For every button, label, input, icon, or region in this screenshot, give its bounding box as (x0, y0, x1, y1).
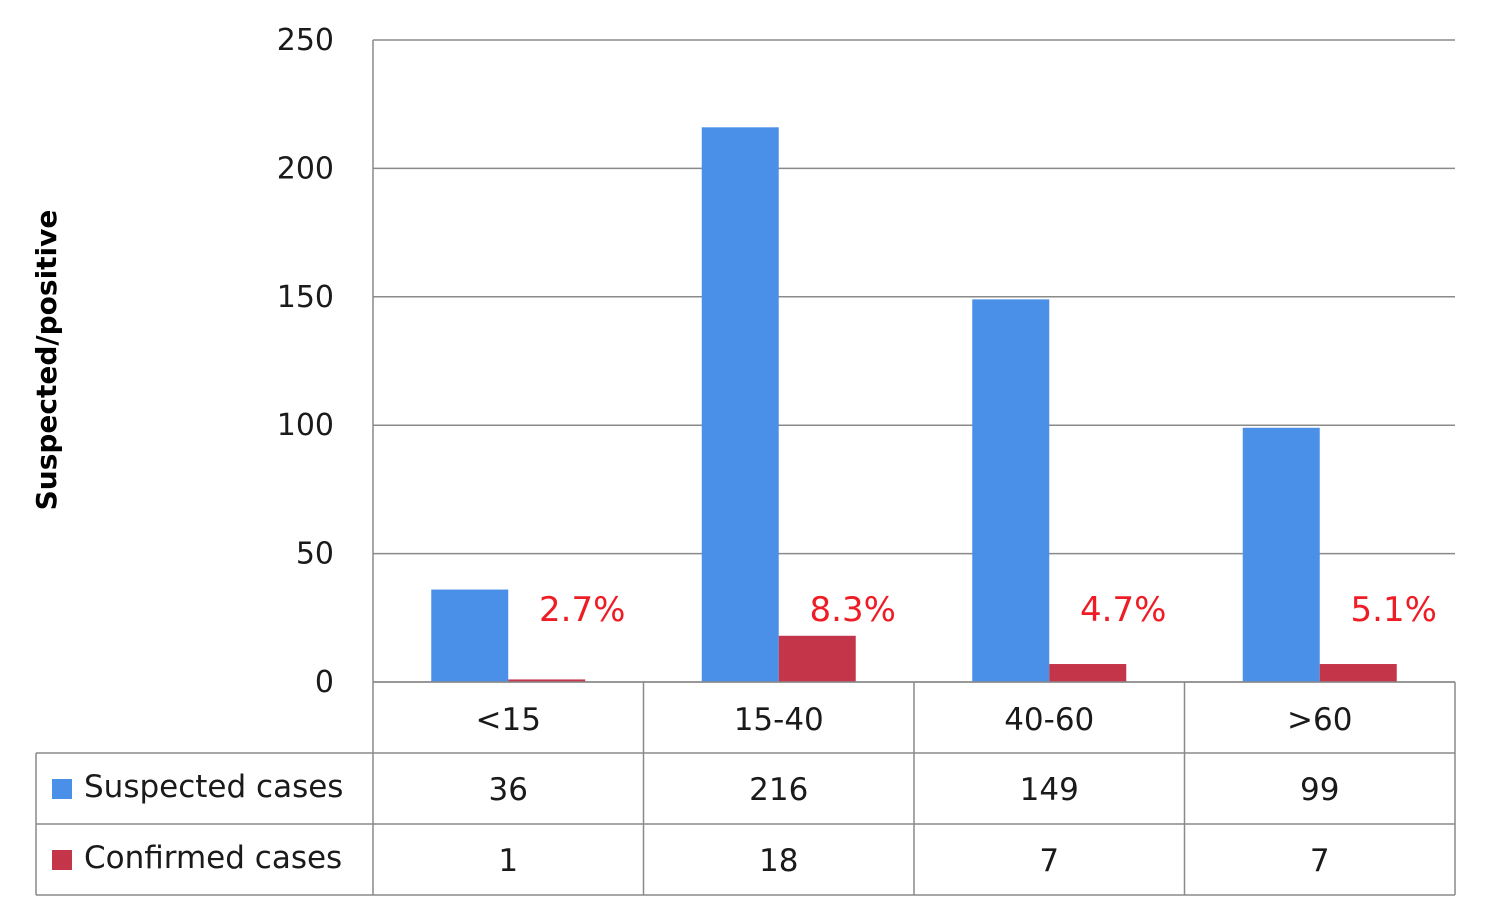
category-label: <15 (476, 702, 541, 738)
category-label: 40-60 (1004, 702, 1094, 738)
bar-confirmed-3 (1319, 664, 1397, 682)
y-tick-label: 0 (315, 665, 334, 700)
percentage-label: 2.7% (539, 590, 625, 630)
y-tick-label: 150 (277, 280, 334, 315)
bar-confirmed-1 (778, 635, 856, 682)
percentage-label: 4.7% (1080, 590, 1166, 630)
y-axis-label: Suspected/positive (30, 210, 63, 511)
bar-suspected-3 (1242, 427, 1320, 682)
bar-suspected-1 (701, 127, 779, 682)
legend-swatch (52, 779, 72, 799)
table-cell: 1 (498, 843, 518, 879)
table-cell: 149 (1020, 772, 1079, 808)
bar-confirmed-2 (1049, 664, 1127, 682)
legend-label: Suspected cases (84, 769, 343, 805)
table-cell: 99 (1300, 772, 1339, 808)
table-cell: 7 (1310, 843, 1330, 879)
table-cell: 7 (1039, 843, 1059, 879)
percentage-annotations: 2.7% 8.3% 4.7% 5.1% (539, 590, 1437, 630)
gridlines (372, 39, 1455, 683)
percentage-label: 8.3% (810, 590, 896, 630)
y-tick-label: 200 (277, 151, 334, 186)
table-cell: 36 (489, 772, 528, 808)
percentage-label: 5.1% (1351, 590, 1437, 630)
legend-swatch (52, 850, 72, 870)
legend-label: Confirmed cases (84, 840, 342, 876)
bar-suspected-2 (972, 299, 1050, 682)
y-tick-labels: 0 50 100 150 200 250 (277, 23, 334, 700)
y-tick-label: 250 (277, 23, 334, 58)
data-table: <15 15-40 40-60 >60 Suspected cases 36 216 149 9… (35, 681, 1456, 896)
bars (431, 127, 1397, 682)
category-label: >60 (1287, 702, 1352, 738)
table-cell: 18 (759, 843, 798, 879)
table-cell: 216 (749, 772, 808, 808)
bar-confirmed-0 (508, 679, 586, 682)
bar-suspected-0 (431, 589, 509, 682)
category-label: 15-40 (734, 702, 824, 738)
y-tick-label: 100 (277, 408, 334, 443)
y-tick-label: 50 (296, 537, 334, 572)
